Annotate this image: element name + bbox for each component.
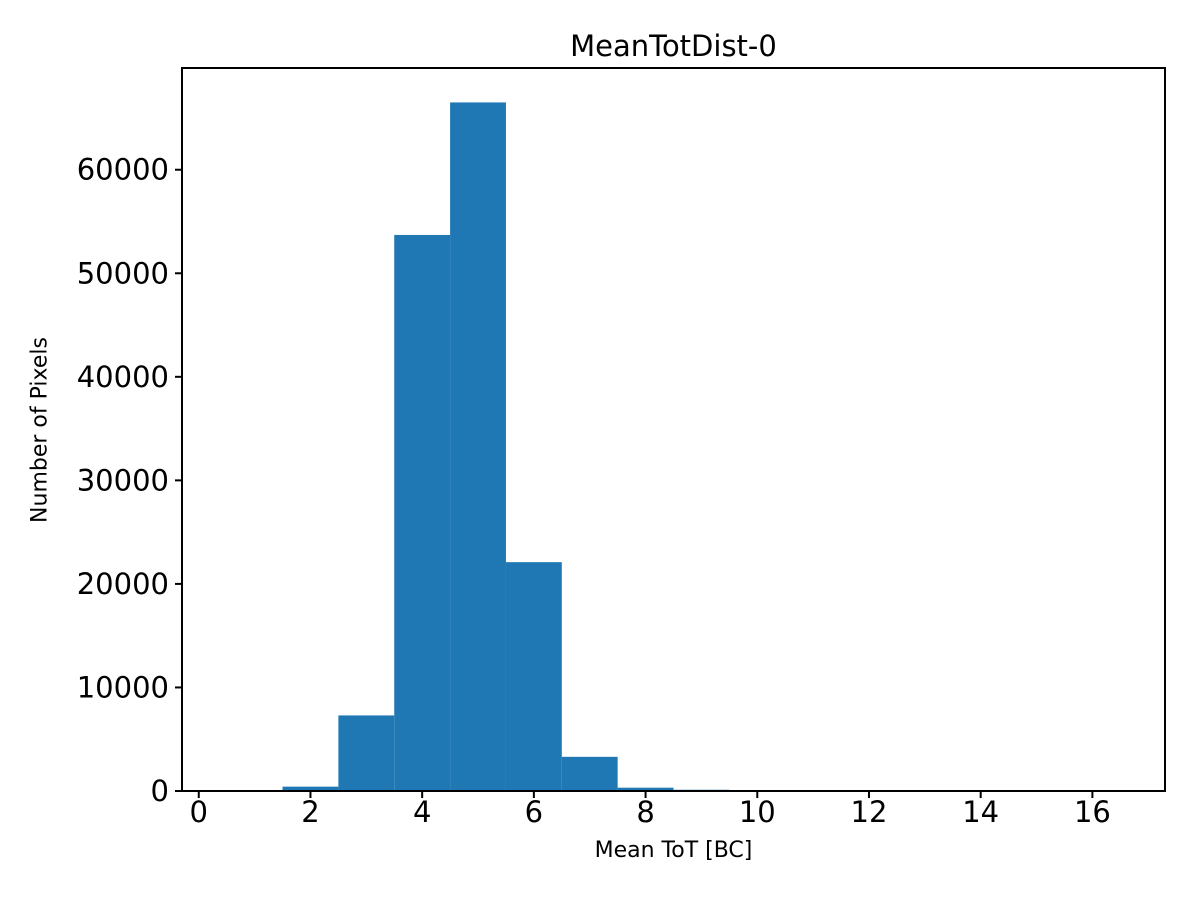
y-tick-label: 50000 [77, 256, 169, 290]
y-tick-label: 0 [151, 774, 169, 808]
x-tick-label: 4 [413, 795, 431, 829]
histogram-bar-8 [617, 787, 674, 791]
y-tick-label: 10000 [77, 670, 169, 704]
histogram-bar-3 [338, 715, 395, 791]
histogram-bar-2 [282, 786, 339, 791]
x-tick-label: 0 [190, 795, 208, 829]
histogram-bar-5 [450, 102, 506, 791]
chart-title: MeanTotDist-0 [570, 29, 777, 63]
x-tick-label: 2 [301, 795, 319, 829]
y-tick-label: 20000 [77, 567, 169, 601]
histogram-bar-6 [505, 562, 562, 791]
x-tick-label: 12 [851, 795, 888, 829]
histogram-bar-4 [394, 234, 451, 791]
x-tick-label: 10 [739, 795, 776, 829]
histogram-bar-7 [561, 756, 618, 791]
x-tick-label: 14 [962, 795, 999, 829]
y-tick-label: 30000 [77, 463, 169, 497]
plot-border [181, 67, 1166, 792]
y-tick-label: 60000 [77, 153, 169, 187]
x-tick-label: 6 [525, 795, 543, 829]
y-tick-label: 40000 [77, 360, 169, 394]
x-axis-label: Mean ToT [BC] [594, 838, 753, 863]
x-tick-label: 16 [1074, 795, 1111, 829]
x-tick-label: 8 [636, 795, 654, 829]
